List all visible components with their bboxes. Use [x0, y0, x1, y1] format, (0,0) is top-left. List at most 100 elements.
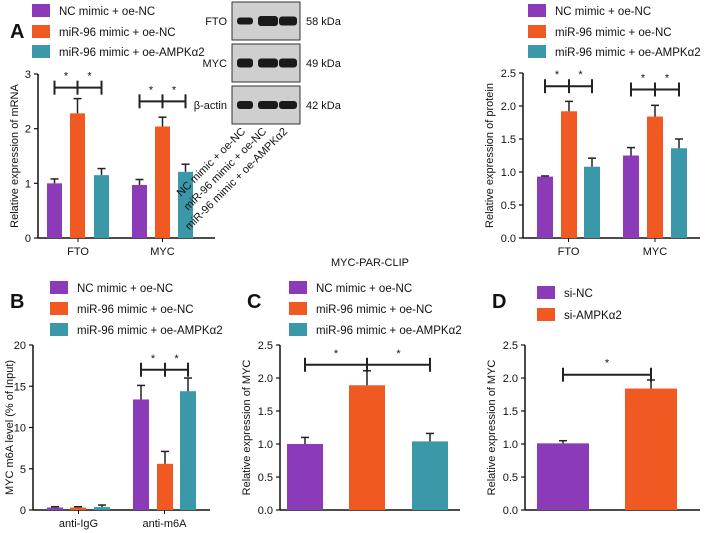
- y-tick-label: 3: [25, 69, 31, 81]
- bar: [671, 148, 687, 238]
- x-tick-label: MYC: [150, 246, 175, 258]
- significance-star: *: [151, 353, 156, 365]
- blot-row-label: MYC: [203, 58, 228, 70]
- bar: [623, 155, 639, 238]
- legend-label: miR-96 mimic + oe-NC: [59, 27, 176, 39]
- y-tick-label: 1: [25, 178, 31, 190]
- blot-band: [279, 16, 297, 26]
- x-tick-label: MYC: [643, 246, 668, 258]
- y-tick-label: 10: [14, 423, 26, 435]
- panel-label-B: B: [10, 291, 24, 313]
- y-axis-label: Relative expression of MYC: [486, 360, 498, 496]
- blot-row-label: β-actin: [194, 100, 227, 112]
- legend-label: miR-96 mimic + oe-AMPKα2: [77, 325, 223, 337]
- x-tick-label: FTO: [558, 246, 580, 258]
- blot-band: [279, 58, 297, 68]
- bar: [584, 166, 600, 238]
- y-tick-label: 0.0: [503, 505, 518, 517]
- blot-band: [279, 101, 297, 109]
- bar: [47, 183, 62, 238]
- bar: [647, 116, 663, 238]
- bar: [133, 399, 149, 510]
- legend-swatch: [537, 308, 555, 321]
- blot-band: [258, 58, 278, 68]
- blot-kda-label: 49 kDa: [306, 58, 342, 70]
- y-tick-label: 1.5: [258, 406, 273, 418]
- y-tick-label: 2.5: [503, 340, 518, 352]
- legend-swatch: [50, 323, 68, 336]
- legend-swatch: [289, 302, 307, 315]
- legend-label: miR-96 mimic + oe-AMPKα2: [59, 47, 205, 59]
- y-tick-label: 0.0: [258, 505, 273, 517]
- x-tick-label: anti-m6A: [142, 518, 187, 530]
- bar: [157, 463, 173, 510]
- bar: [94, 507, 110, 510]
- significance-star: *: [665, 73, 670, 85]
- legend-swatch: [528, 4, 546, 17]
- bar: [537, 176, 553, 238]
- blot-band: [258, 101, 278, 109]
- y-tick-label: 0.0: [501, 233, 516, 245]
- legend-label: NC mimic + oe-NC: [316, 283, 412, 295]
- legend-swatch: [537, 286, 555, 299]
- significance-star: *: [149, 84, 154, 96]
- y-tick-label: 0: [20, 505, 26, 517]
- y-tick-label: 2.5: [258, 340, 273, 352]
- panel-label-A: A: [10, 21, 24, 43]
- legend-swatch: [528, 45, 546, 58]
- y-tick-label: 2.0: [501, 101, 516, 113]
- legend-label: si-NC: [564, 288, 593, 300]
- significance-star: *: [172, 84, 177, 96]
- legend-label: NC mimic + oe-NC: [555, 6, 651, 18]
- bar: [625, 388, 677, 510]
- bar: [70, 507, 86, 510]
- legend-swatch: [50, 281, 68, 294]
- y-tick-label: 0.5: [503, 472, 518, 484]
- legend-swatch: [289, 281, 307, 294]
- y-tick-label: 1.5: [503, 406, 518, 418]
- y-tick-label: 20: [14, 340, 26, 352]
- y-tick-label: 2.0: [258, 373, 273, 385]
- legend-swatch: [32, 45, 50, 58]
- bar: [349, 385, 385, 510]
- legend-swatch: [32, 25, 50, 38]
- legend-swatch: [50, 302, 68, 315]
- bar: [94, 175, 109, 238]
- y-axis-label: Relative expression of MYC: [241, 360, 253, 496]
- legend-label: si-AMPKα2: [564, 310, 622, 322]
- significance-star: *: [555, 69, 560, 81]
- y-tick-label: 2.0: [503, 373, 518, 385]
- blot-band: [237, 58, 253, 68]
- bar: [180, 391, 196, 510]
- legend-label: miR-96 mimic + oe-AMPKα2: [316, 325, 462, 337]
- y-axis-label: Relative expression of protein: [484, 83, 496, 228]
- bar: [155, 126, 170, 238]
- y-tick-label: 2.5: [501, 68, 516, 80]
- significance-star: *: [87, 71, 92, 83]
- y-axis-label: MYC m6A level (% of Input): [4, 360, 16, 495]
- significance-star: *: [578, 69, 583, 81]
- x-tick-label: FTO: [67, 246, 89, 258]
- bar: [537, 443, 589, 510]
- y-axis-label: Relative expression of mRNA: [9, 84, 21, 228]
- significance-star: *: [64, 71, 69, 83]
- blot-band: [237, 17, 253, 25]
- chart-title: MYC-PAR-CLIP: [331, 257, 409, 269]
- legend-label: NC mimic + oe-NC: [77, 283, 173, 295]
- panel-label-D: D: [492, 291, 506, 313]
- y-tick-label: 15: [14, 381, 26, 393]
- blot-kda-label: 42 kDa: [306, 100, 342, 112]
- legend-swatch: [289, 323, 307, 336]
- y-tick-label: 2: [25, 124, 31, 136]
- significance-star: *: [396, 348, 401, 360]
- y-tick-label: 5: [20, 464, 26, 476]
- bar: [132, 184, 147, 238]
- legend-swatch: [528, 25, 546, 38]
- legend-label: miR-96 mimic + oe-NC: [555, 27, 672, 39]
- bar: [178, 171, 193, 238]
- bar: [561, 111, 577, 238]
- bar: [287, 444, 323, 510]
- legend-swatch: [32, 4, 50, 17]
